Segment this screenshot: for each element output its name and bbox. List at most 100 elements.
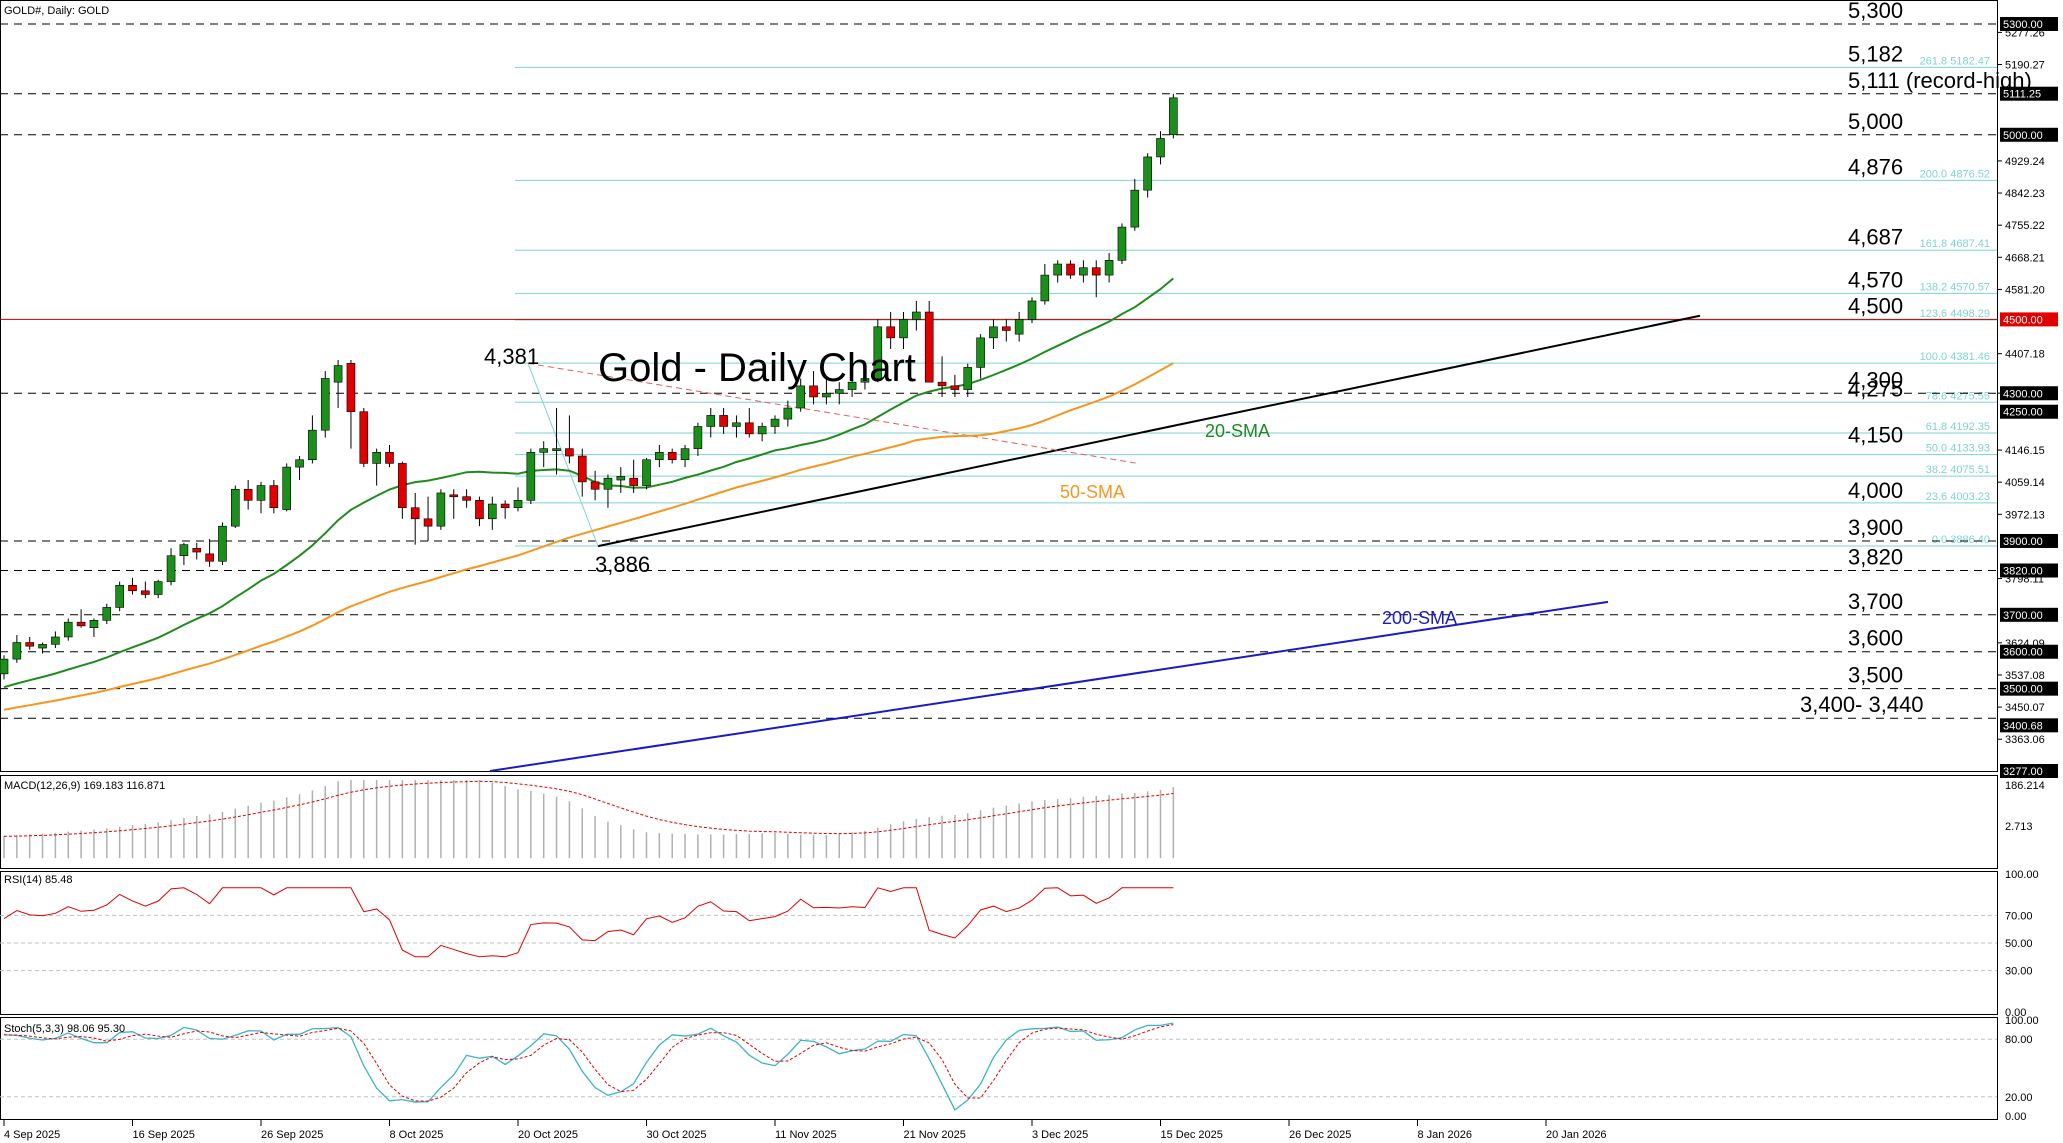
candle-body (256, 485, 266, 501)
horizontal-levels (0, 23, 1997, 719)
axis-price-label: 4059.14 (2005, 477, 2045, 489)
candle-body (1104, 260, 1114, 276)
axis-price-label: 5300.00 (2003, 19, 2043, 31)
main-header: GOLD#, Daily: GOLD (4, 5, 109, 17)
time-axis: 4 Sep 2025 16 Sep 2025 26 Sep 2025 8 Oct 20… (3, 1120, 1607, 1141)
candle-body (616, 476, 626, 481)
x-axis-label: 16 Sep 2025 (133, 1129, 195, 1141)
candle-body (218, 525, 227, 562)
x-axis-label: 20 Oct 2025 (518, 1129, 578, 1141)
stoch-axis-label: 100.00 (2005, 1015, 2039, 1027)
candle-body (333, 365, 343, 383)
macd-axis-label: 2.713 (2005, 821, 2033, 833)
candle-body (487, 503, 497, 520)
candle-body (385, 452, 394, 464)
axis-price-box (2000, 86, 2058, 101)
axis-price-label: 3277.00 (2003, 766, 2043, 778)
rsi-panel: 100.00 70.00 50.00 30.00 0.00 (0, 869, 2039, 1019)
level-label: 3,400- 3,440 (1800, 692, 1924, 717)
stoch-axis-label: 0.00 (2005, 1111, 2026, 1123)
axis-price-box (2000, 386, 2058, 401)
trendlines (527, 314, 1701, 548)
fib-label: 100.0 4381.46 (1920, 351, 1990, 363)
support-trendline (597, 314, 1701, 548)
candle-body (500, 503, 510, 509)
x-axis-label: 3 Dec 2025 (1032, 1129, 1088, 1141)
candle-body (1130, 189, 1140, 228)
axis-price-label: 3500.00 (2003, 684, 2043, 696)
axis-price-label: 5190.27 (2005, 60, 2045, 72)
candle-body (51, 636, 60, 645)
candle-body (102, 607, 112, 621)
level-label: 3,900 (1848, 515, 1903, 540)
axis-price-label: 4250.00 (2003, 407, 2043, 419)
axis-price-label: 3798.11 (2005, 574, 2044, 586)
level-label: 4,500 (1848, 293, 1903, 318)
fib-label: 138.2 4570.57 (1920, 281, 1990, 293)
candle-body (860, 378, 870, 383)
axis-price-label: 5000.00 (2003, 130, 2043, 142)
level-label: 3,600 (1848, 626, 1903, 651)
x-axis-label: 30 Oct 2025 (647, 1129, 707, 1141)
candle-body (899, 319, 908, 339)
candle-body (667, 452, 677, 461)
rsi-axis-label: 30.00 (2005, 966, 2033, 978)
axis-price-label: 3900.00 (2003, 536, 2043, 548)
candle-body (372, 452, 381, 464)
candle-body (539, 448, 549, 453)
candle-body (770, 418, 780, 427)
axis-price-label: 3600.00 (2003, 647, 2043, 659)
candle-body (565, 448, 574, 457)
candle-body (475, 500, 484, 520)
candle-body (822, 392, 831, 398)
candle-body (346, 363, 356, 413)
x-axis-label: 26 Dec 2025 (1289, 1129, 1351, 1141)
candle-body (937, 381, 947, 387)
axis-price-label: 3537.08 (2005, 670, 2045, 682)
x-axis-label: 21 Nov 2025 (904, 1129, 966, 1141)
candle-body (462, 496, 471, 501)
stoch-axis-label: 20.00 (2005, 1092, 2033, 1104)
candle-body (205, 553, 214, 562)
candle-body (706, 415, 716, 427)
fib-label: 61.8 4192.35 (1926, 421, 1990, 433)
candle-body (924, 311, 934, 383)
candle-body (680, 448, 690, 461)
fibonacci-levels: 261.8 5182.47 200.0 4876.52 161.8 4687.41 1… (515, 55, 1997, 547)
x-axis-label: 8 Jan 2026 (1418, 1129, 1472, 1141)
level-label: 3,820 (1848, 544, 1903, 569)
axis-price-label: 5277.26 (2005, 27, 2045, 39)
candle-body (63, 621, 73, 638)
macd-frame (0, 775, 1998, 869)
candle-body (629, 477, 638, 486)
x-axis-label: 8 Oct 2025 (390, 1129, 444, 1141)
level-label: 3,700 (1848, 589, 1903, 614)
candle-body (38, 644, 47, 649)
candle-body (1001, 326, 1011, 331)
fib-label: 0.0 3886.40 (1932, 534, 1990, 546)
candle-body (269, 485, 279, 509)
fib-label: 23.6 4003.23 (1926, 491, 1990, 503)
candle-body (423, 518, 433, 527)
axis-price-box (2000, 533, 2058, 548)
level-label: 4,150 (1848, 423, 1903, 448)
candle-body (12, 642, 22, 660)
candle-body (1053, 263, 1062, 276)
chart-frame (0, 0, 1998, 1120)
axis-price-label: 4755.22 (2005, 220, 2045, 232)
moving-averages (3, 277, 1609, 772)
fib-label: 50.0 4133.93 (1926, 443, 1990, 455)
level-label: 4,570 (1848, 268, 1903, 293)
candle-body (552, 448, 561, 451)
candle-body (655, 452, 664, 461)
candle-body (513, 500, 523, 509)
candle-body (449, 494, 459, 498)
level-label: 4,687 (1848, 224, 1903, 249)
axis-price-box (2000, 127, 2058, 142)
candle-body (1169, 97, 1178, 136)
candle-body (243, 488, 253, 501)
level-label: 4,876 (1848, 155, 1903, 180)
candle-body (873, 326, 883, 379)
axis-price-label: 3450.07 (2005, 702, 2045, 714)
candle-body (989, 326, 998, 339)
